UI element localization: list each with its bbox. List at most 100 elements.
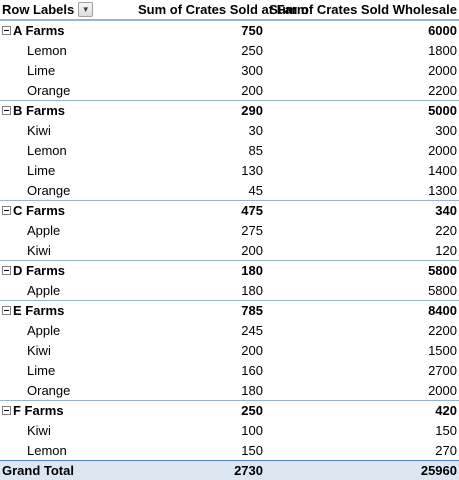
group-farm-value: 180 (241, 263, 263, 278)
item-row[interactable]: Lime 160 2700 (0, 360, 459, 380)
item-row[interactable]: Apple 245 2200 (0, 320, 459, 340)
collapse-toggle-icon[interactable] (2, 266, 11, 275)
item-farm-value: 100 (241, 422, 263, 438)
col-header-wholesale[interactable]: Sum of Crates Sold Wholesale (269, 2, 457, 17)
col-header-farm[interactable]: Sum of Crates Sold at Farm (138, 2, 309, 17)
collapse-toggle-icon[interactable] (2, 106, 11, 115)
group-label: A Farms (13, 23, 65, 38)
group-wholesale-value: 6000 (428, 23, 457, 38)
item-farm-value: 200 (241, 242, 263, 258)
group-wholesale-value: 5000 (428, 103, 457, 118)
item-label: Orange (27, 382, 71, 398)
item-wholesale-value: 270 (435, 442, 457, 458)
collapse-toggle-icon[interactable] (2, 206, 11, 215)
grand-total-label: Grand Total (2, 463, 74, 478)
item-label: Kiwi (27, 342, 51, 358)
item-farm-value: 150 (241, 442, 263, 458)
item-farm-value: 180 (241, 382, 263, 398)
pivot-body: A Farms 750 6000 Lemon 250 1800 Lime 300 2000 Ora… (0, 20, 459, 460)
grand-total-farm: 2730 (234, 463, 263, 478)
item-row[interactable]: Kiwi 200 120 (0, 240, 459, 260)
item-row[interactable]: Apple 275 220 (0, 220, 459, 240)
group-row[interactable]: E Farms 785 8400 (0, 300, 459, 320)
item-wholesale-value: 5800 (428, 282, 457, 298)
item-row[interactable]: Lemon 150 270 (0, 440, 459, 460)
group-label: B Farms (13, 103, 66, 118)
group-farm-value: 475 (241, 203, 263, 218)
item-farm-value: 85 (248, 142, 263, 158)
item-farm-value: 160 (241, 362, 263, 378)
item-wholesale-value: 150 (435, 422, 457, 438)
item-farm-value: 250 (241, 42, 263, 58)
item-wholesale-value: 2000 (428, 62, 457, 78)
item-row[interactable]: Kiwi 30 300 (0, 120, 459, 140)
item-row[interactable]: Kiwi 100 150 (0, 420, 459, 440)
group-label-cell: D Farms (0, 261, 138, 280)
collapse-toggle-icon[interactable] (2, 306, 11, 315)
group-label-cell: E Farms (0, 301, 138, 320)
item-wholesale-value: 1800 (428, 42, 457, 58)
row-labels-header-text: Row Labels (2, 2, 75, 17)
item-wholesale-value: 2200 (428, 322, 457, 338)
item-farm-value: 45 (248, 182, 263, 198)
group-label: F Farms (13, 403, 64, 418)
grand-total-wholesale: 25960 (420, 463, 457, 478)
grand-total-row[interactable]: Grand Total 2730 25960 (0, 460, 459, 480)
group-wholesale-value: 420 (435, 403, 457, 418)
item-row[interactable]: Orange 200 2200 (0, 80, 459, 100)
item-farm-value: 30 (248, 122, 263, 138)
group-label-cell: F Farms (0, 401, 138, 420)
item-row[interactable]: Lemon 250 1800 (0, 40, 459, 60)
item-farm-value: 130 (241, 162, 263, 178)
group-label-cell: B Farms (0, 101, 138, 120)
group-wholesale-value: 8400 (428, 303, 457, 318)
group-label: D Farms (13, 263, 66, 278)
group-label: E Farms (13, 303, 65, 318)
item-label: Lime (27, 162, 56, 178)
item-wholesale-value: 2700 (428, 362, 457, 378)
item-farm-value: 245 (241, 322, 263, 338)
item-row[interactable]: Lime 130 1400 (0, 160, 459, 180)
group-row[interactable]: C Farms 475 340 (0, 200, 459, 220)
item-farm-value: 300 (241, 62, 263, 78)
item-label: Kiwi (27, 122, 51, 138)
group-wholesale-value: 5800 (428, 263, 457, 278)
group-farm-value: 750 (241, 23, 263, 38)
item-label: Kiwi (27, 242, 51, 258)
item-label: Lime (27, 62, 56, 78)
item-wholesale-value: 2000 (428, 382, 457, 398)
group-wholesale-value: 340 (435, 203, 457, 218)
group-row[interactable]: B Farms 290 5000 (0, 100, 459, 120)
item-label: Orange (27, 182, 71, 198)
item-farm-value: 275 (241, 222, 263, 238)
group-row[interactable]: F Farms 250 420 (0, 400, 459, 420)
item-wholesale-value: 300 (435, 122, 457, 138)
group-farm-value: 290 (241, 103, 263, 118)
item-row[interactable]: Orange 45 1300 (0, 180, 459, 200)
item-row[interactable]: Lime 300 2000 (0, 60, 459, 80)
item-row[interactable]: Kiwi 200 1500 (0, 340, 459, 360)
collapse-toggle-icon[interactable] (2, 26, 11, 35)
item-row[interactable]: Apple 180 5800 (0, 280, 459, 300)
group-label-cell: C Farms (0, 201, 138, 220)
collapse-toggle-icon[interactable] (2, 406, 11, 415)
item-label: Apple (27, 322, 61, 338)
item-label: Apple (27, 282, 61, 298)
item-row[interactable]: Orange 180 2000 (0, 380, 459, 400)
group-row[interactable]: D Farms 180 5800 (0, 260, 459, 280)
filter-dropdown-icon[interactable]: ▼ (78, 2, 94, 17)
item-wholesale-value: 1500 (428, 342, 457, 358)
item-farm-value: 180 (241, 282, 263, 298)
item-wholesale-value: 220 (435, 222, 457, 238)
item-label: Lime (27, 362, 56, 378)
group-row[interactable]: A Farms 750 6000 (0, 20, 459, 40)
group-farm-value: 785 (241, 303, 263, 318)
item-row[interactable]: Lemon 85 2000 (0, 140, 459, 160)
row-labels-header[interactable]: Row Labels ▼ (0, 0, 138, 19)
group-farm-value: 250 (241, 403, 263, 418)
item-farm-value: 200 (241, 342, 263, 358)
item-wholesale-value: 1400 (428, 162, 457, 178)
item-label: Lemon (27, 142, 67, 158)
item-label: Apple (27, 222, 61, 238)
